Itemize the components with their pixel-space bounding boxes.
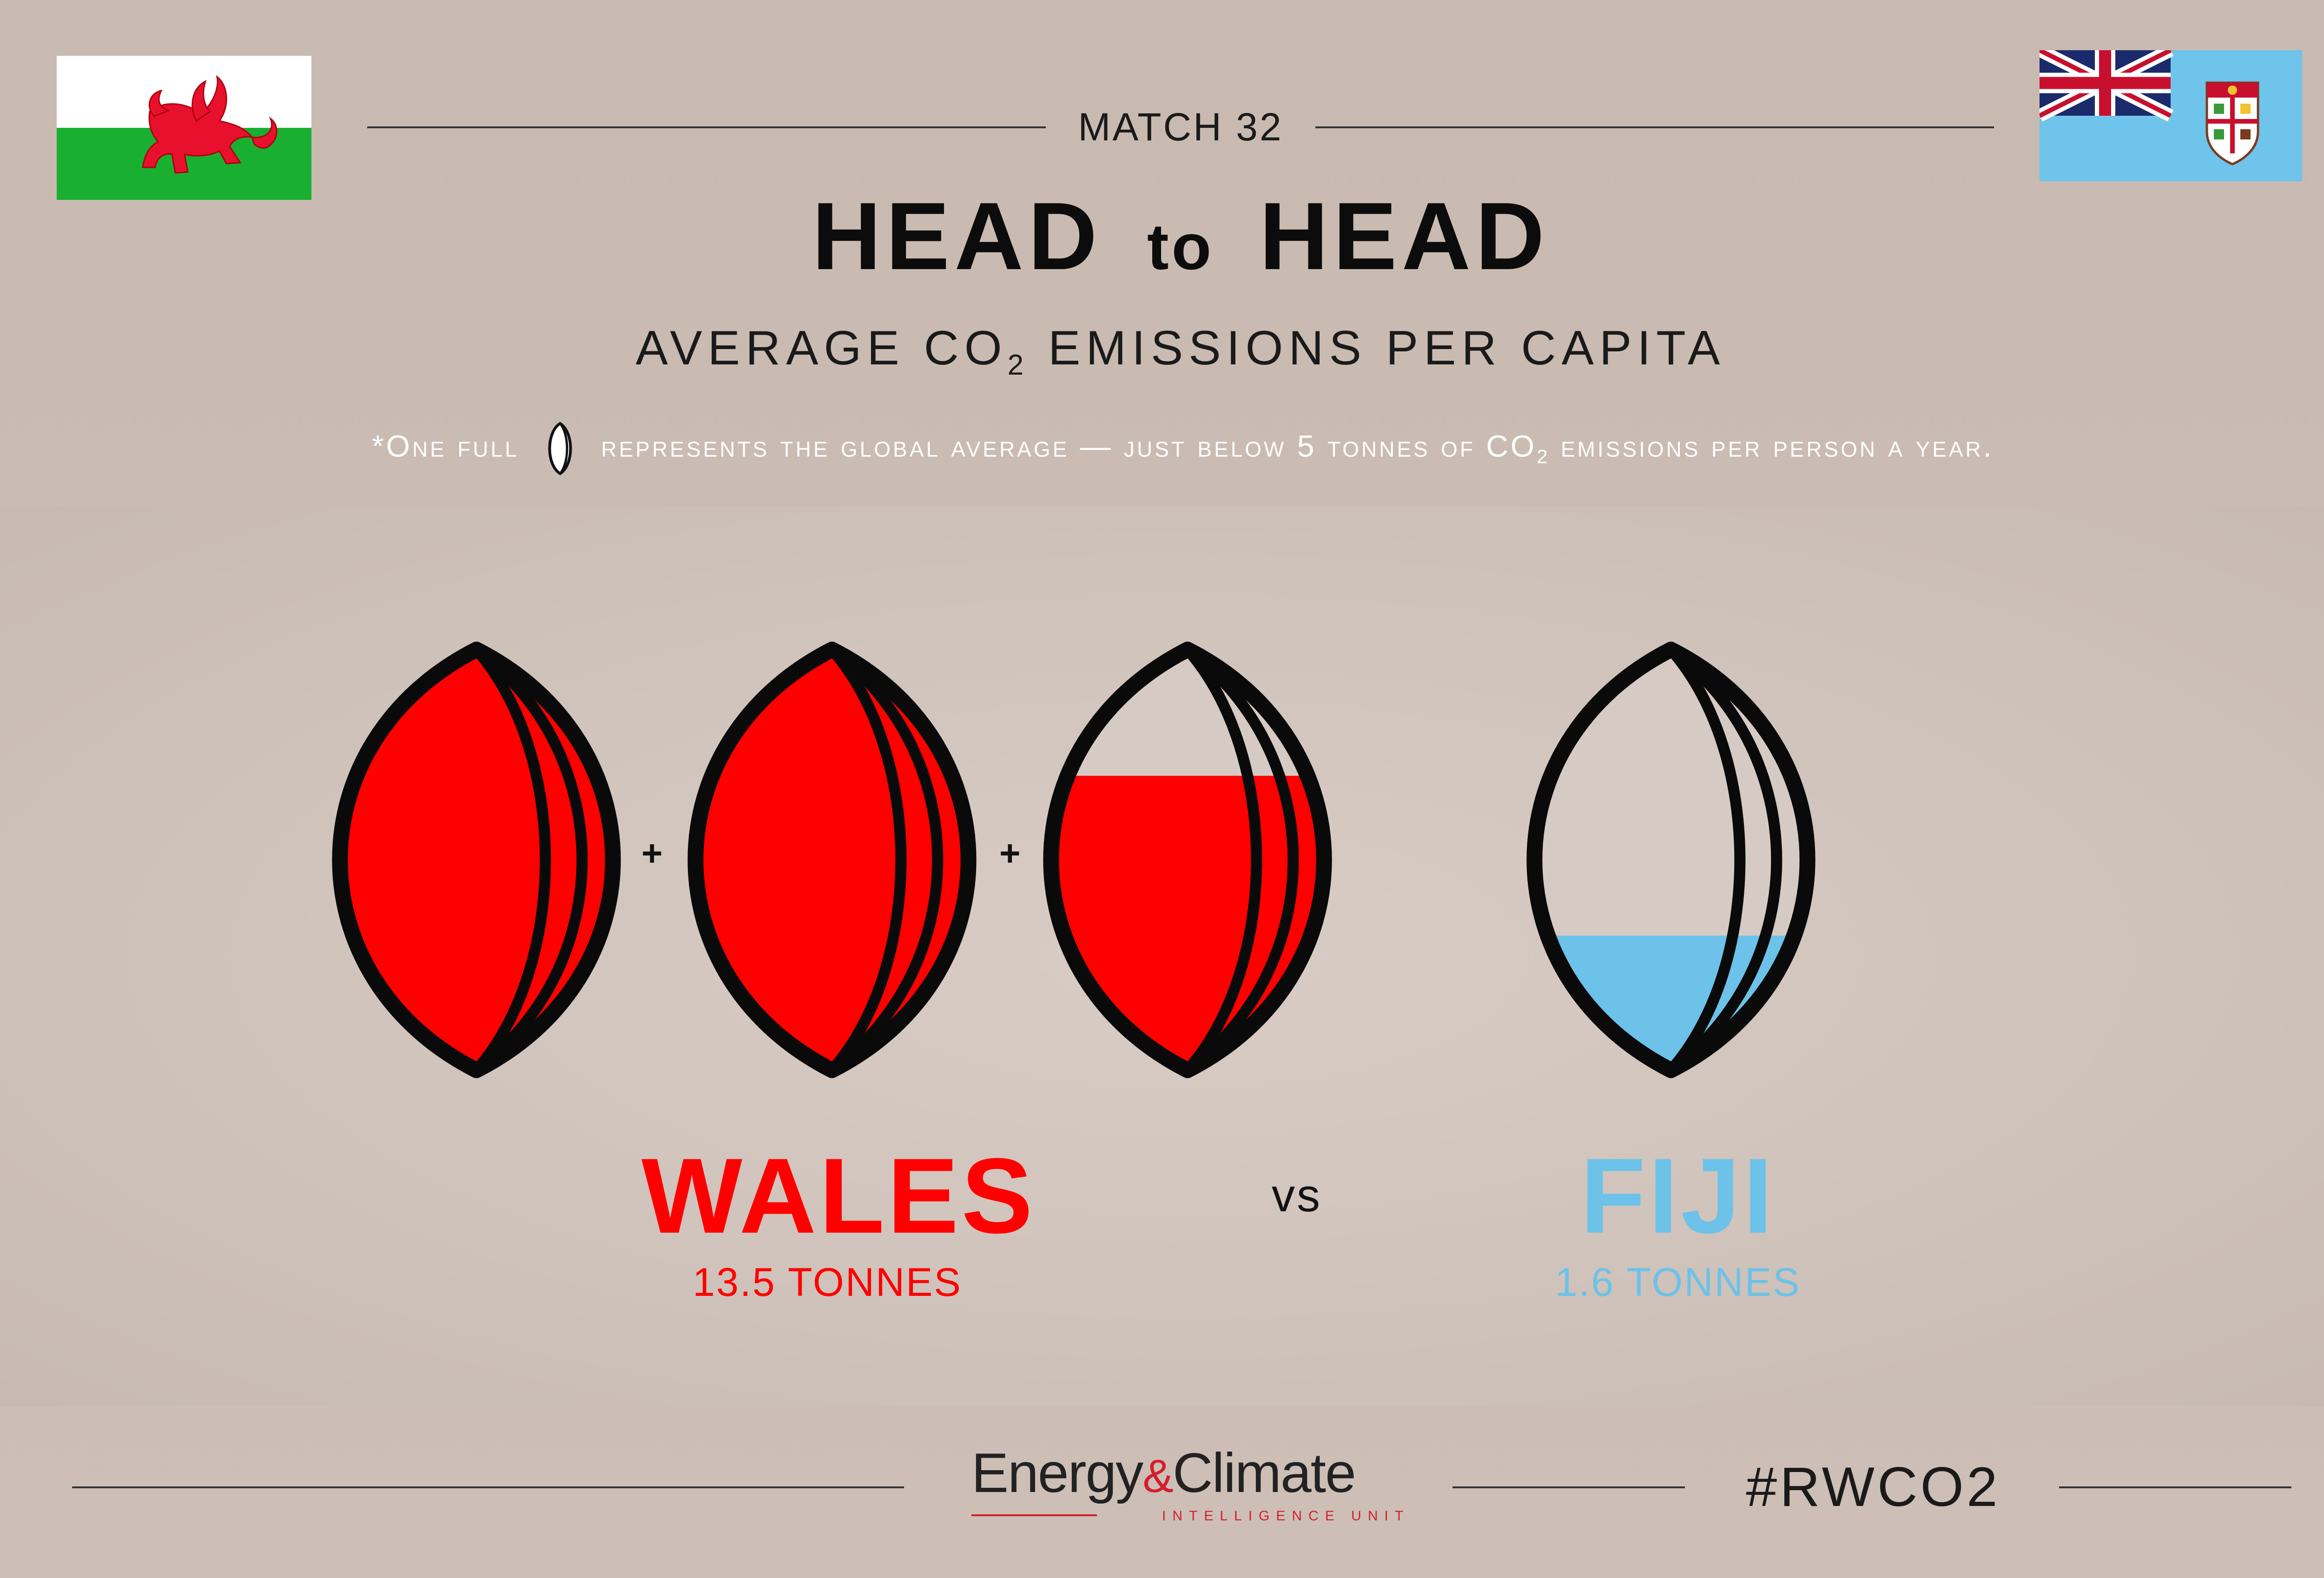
brand-logo: Energy&Climate INTELLIGENCE UNIT	[971, 1441, 1403, 1534]
hashtag: #RWCO2	[1746, 1456, 2000, 1518]
rugby-ball-right-1	[1526, 641, 1816, 1078]
rugby-ball-left-2	[687, 641, 977, 1078]
ball-seam-1	[827, 646, 907, 1074]
rugby-ball-left-1	[332, 641, 621, 1078]
plus-sign-1: +	[641, 832, 663, 873]
wales-flag	[57, 56, 311, 200]
footer-rule-mid	[1452, 1486, 1685, 1488]
header-rule-left	[367, 126, 1046, 128]
team-value-fiji: 1.6 TONNES	[1555, 1260, 1801, 1305]
brand-underline	[971, 1514, 1097, 1516]
rugby-ball-icon	[544, 421, 576, 476]
footer-rule-left	[72, 1486, 904, 1488]
title-to: to	[1147, 210, 1215, 283]
subtitle-subscript: 2	[1007, 349, 1030, 381]
rugby-ball-left-3	[1043, 641, 1332, 1078]
title-head-right: HEAD	[1259, 183, 1549, 290]
footer-rule-right	[2059, 1486, 2291, 1488]
plus-sign-2: +	[999, 832, 1021, 873]
page-title: HEAD to HEAD	[558, 181, 1803, 291]
ball-seam-2	[1667, 645, 1783, 1075]
footnote-part-1: *One full	[371, 429, 519, 463]
ball-seam-2	[828, 645, 944, 1075]
fiji-flag	[2040, 50, 2302, 181]
footnote-subscript: 2	[1537, 445, 1550, 468]
subtitle-part-2: EMISSIONS PER CAPITA	[1029, 321, 1726, 375]
header-rule-right	[1315, 126, 1994, 128]
ball-fill-level	[1051, 776, 1324, 1070]
brand-wordmark: Energy&Climate	[971, 1441, 1356, 1505]
ball-fill-level	[1534, 935, 1808, 1070]
ball-seam-1	[1183, 646, 1262, 1074]
ball-fill-level	[340, 649, 613, 1070]
footnote: *One full represents the global average …	[153, 421, 2212, 476]
footnote-part-3: emissions per person a year.	[1550, 429, 1994, 463]
brand-ampersand: &	[1142, 1450, 1174, 1502]
union-jack-icon	[2040, 50, 2259, 165]
welsh-dragon-icon	[142, 75, 277, 174]
ball-seam-1	[472, 646, 551, 1074]
fiji-shield-icon	[2205, 81, 2259, 165]
ball-seam-2	[473, 645, 588, 1075]
title-head-left: HEAD	[812, 183, 1102, 290]
brand-word-climate: Climate	[1172, 1442, 1356, 1504]
ball-seam-1	[1666, 646, 1746, 1074]
match-label: MATCH 32	[1078, 105, 1283, 149]
footnote-part-2: represents the global average — just bel…	[601, 429, 1537, 463]
ball-seam-2	[1184, 645, 1299, 1075]
brand-subline: INTELLIGENCE UNIT	[1162, 1508, 1410, 1524]
team-value-wales: 13.5 TONNES	[693, 1260, 962, 1305]
subtitle-part-1: AVERAGE CO	[635, 321, 1008, 375]
brand-word-energy: Energy	[971, 1442, 1143, 1504]
team-name-wales: WALES	[641, 1136, 1036, 1255]
subtitle: AVERAGE CO2 EMISSIONS PER CAPITA	[558, 321, 1803, 382]
versus-label: vs	[1272, 1169, 1322, 1221]
team-name-fiji: FIJI	[1580, 1136, 1776, 1255]
